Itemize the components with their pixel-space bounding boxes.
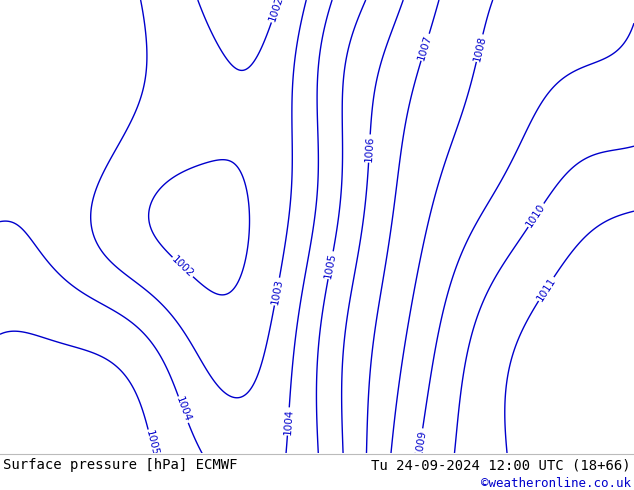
Text: 1003: 1003 — [269, 278, 284, 305]
Text: 1006: 1006 — [364, 135, 375, 162]
Text: 1004: 1004 — [283, 408, 294, 435]
Text: 1002: 1002 — [170, 254, 196, 280]
Text: 1005: 1005 — [323, 251, 338, 279]
Text: 1007: 1007 — [417, 33, 434, 61]
Text: 1004: 1004 — [174, 395, 193, 424]
Text: 1002: 1002 — [267, 0, 285, 23]
Text: Tu 24-09-2024 12:00 UTC (18+66): Tu 24-09-2024 12:00 UTC (18+66) — [371, 458, 631, 472]
Text: Surface pressure [hPa] ECMWF: Surface pressure [hPa] ECMWF — [3, 458, 238, 472]
Text: 1009: 1009 — [414, 429, 427, 456]
Text: ©weatheronline.co.uk: ©weatheronline.co.uk — [481, 477, 631, 490]
Text: 1005: 1005 — [143, 429, 160, 457]
Text: 1011: 1011 — [535, 275, 557, 303]
Text: 1010: 1010 — [524, 201, 547, 229]
Text: 1008: 1008 — [472, 34, 488, 62]
